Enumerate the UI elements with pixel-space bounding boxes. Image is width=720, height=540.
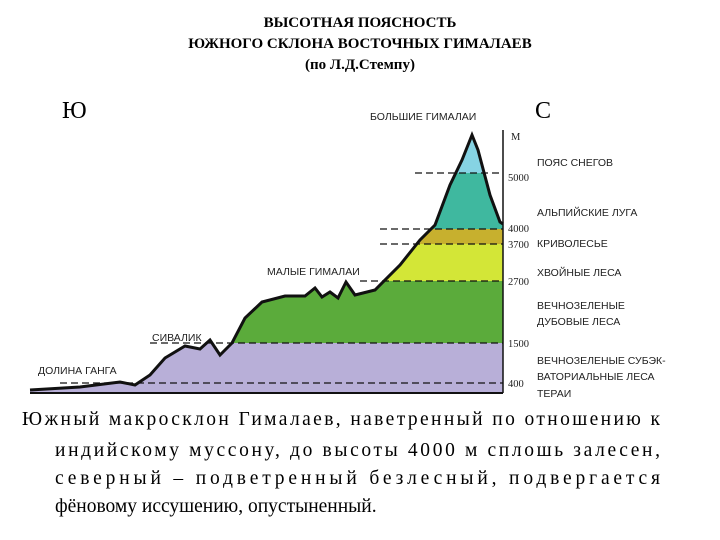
- altitude-label: 4000: [508, 224, 529, 235]
- direction: Ю: [62, 98, 87, 124]
- peak-label: МАЛЫЕ ГИМАЛАИ: [267, 266, 360, 278]
- direction: С: [535, 98, 551, 124]
- altitude-label: 1500: [508, 339, 529, 350]
- altitude-label: 5000: [508, 173, 529, 184]
- caption-line: северный – подветренный безлесный, подве…: [55, 468, 660, 489]
- zone-label: АЛЬПИЙСКИЕ ЛУГА: [537, 206, 637, 219]
- peak-label: ДОЛИНА ГАНГА: [38, 365, 117, 377]
- profile: [29, 130, 504, 392]
- zone-label: ХВОЙНЫЕ ЛЕСА: [537, 266, 621, 279]
- title: ЮЖНОГО СКЛОНА ВОСТОЧНЫХ ГИМАЛАЕВ: [188, 36, 531, 52]
- peak-label: СИВАЛИК: [152, 332, 202, 344]
- peak-label: БОЛЬШИЕ ГИМАЛАИ: [370, 111, 476, 123]
- zone-label: ВАТОРИАЛЬНЫЕ ЛЕСА: [537, 371, 655, 383]
- altitude-label: 2700: [508, 277, 529, 288]
- zone-label: КРИВОЛЕСЬЕ: [537, 238, 608, 250]
- caption-line: индийскому муссону, до высоты 4000 м спл…: [55, 440, 660, 461]
- zone-label: ВЕЧНОЗЕЛЕНЫЕ: [537, 300, 625, 312]
- unit: М: [511, 132, 521, 143]
- zone-label: ПОЯС СНЕГОВ: [537, 157, 613, 169]
- caption: Южный макросклон Гималаев, наветренный п…: [22, 409, 661, 517]
- zone-label: ДУБОВЫЕ ЛЕСА: [537, 316, 620, 328]
- caption-line: Южный макросклон Гималаев, наветренный п…: [22, 409, 661, 430]
- zone-label: ТЕРАИ: [537, 388, 571, 400]
- title: (по Л.Д.Стемпу): [305, 57, 415, 73]
- zone-labels: ПОЯС СНЕГОВ АЛЬПИЙСКИЕ ЛУГА КРИВОЛЕСЬЕ ХВОЙ…: [537, 157, 666, 400]
- altitude-label: 3700: [508, 240, 529, 251]
- caption-line: фёновому иссушению, опустыненный.: [55, 496, 377, 517]
- altitudes: 5000 4000 3700 2700 1500 400: [508, 173, 529, 390]
- zone-lines: [60, 172, 503, 384]
- zone-label: ВЕЧНОЗЕЛЕНЫЕ СУБЭК-: [537, 355, 666, 367]
- zones: [30, 135, 503, 393]
- altitude-label: 400: [508, 379, 524, 390]
- title: ВЫСОТНАЯ ПОЯСНОСТЬ: [264, 15, 457, 31]
